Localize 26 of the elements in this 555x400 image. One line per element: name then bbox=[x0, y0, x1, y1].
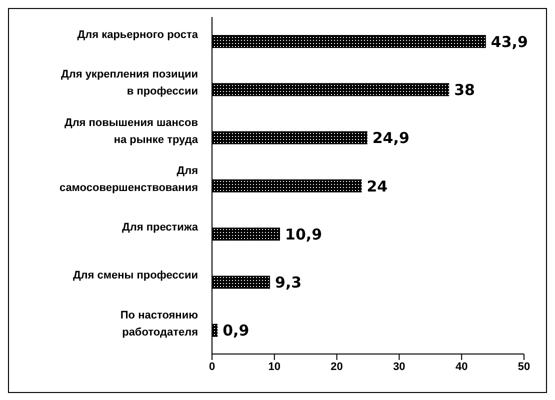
data-label: 24 bbox=[366, 177, 388, 196]
y-tick-label: По настоянию работодателя bbox=[120, 309, 198, 338]
x-tick-label: 10 bbox=[268, 360, 281, 373]
x-tick-label: 30 bbox=[393, 360, 406, 373]
data-label: 43,9 bbox=[490, 32, 528, 51]
y-tick-label: Для карьерного роста bbox=[77, 28, 199, 41]
data-label: 0,9 bbox=[222, 322, 250, 340]
bar bbox=[212, 276, 270, 289]
data-label: 24,9 bbox=[372, 129, 410, 148]
x-tick-label: 40 bbox=[455, 360, 468, 373]
bar bbox=[212, 179, 362, 192]
data-label: 9,3 bbox=[275, 274, 302, 292]
bar bbox=[212, 35, 486, 48]
x-tick-label: 0 bbox=[208, 360, 216, 373]
y-tick-label: Для самосовершенствования bbox=[59, 164, 198, 194]
y-tick-label: Для повышения шансов на рынке труда bbox=[64, 116, 199, 146]
y-tick-label: Для смены профессии bbox=[72, 270, 198, 282]
x-tick-label: 50 bbox=[518, 360, 530, 373]
x-tick-label: 20 bbox=[330, 360, 343, 373]
bar bbox=[212, 228, 280, 241]
data-label: 10,9 bbox=[285, 225, 322, 244]
bar bbox=[212, 83, 450, 96]
bar bbox=[212, 131, 368, 144]
y-tick-label: Для престижа bbox=[122, 222, 199, 234]
data-label: 38 bbox=[454, 80, 475, 99]
y-tick-label: Для укрепления позиции в профессии bbox=[61, 68, 198, 98]
